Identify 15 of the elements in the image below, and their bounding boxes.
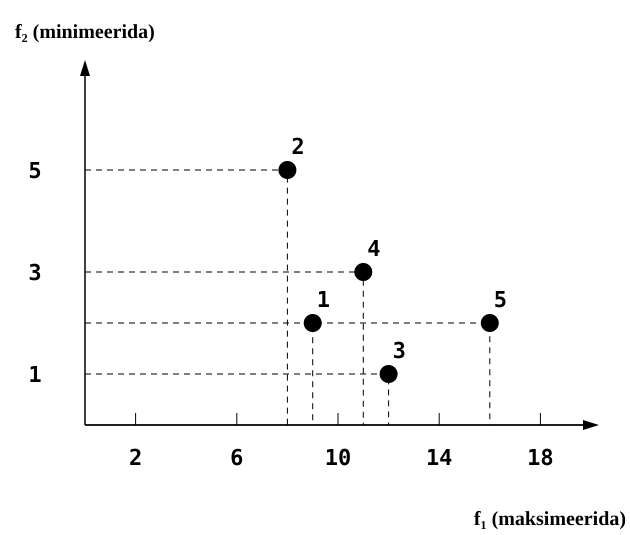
y-tick-label: 5 [28, 159, 42, 184]
x-tick-label: 10 [324, 446, 352, 471]
annotation: 1 [316, 288, 330, 313]
annotation: 2 [291, 135, 305, 160]
annotation: 4 [367, 237, 381, 262]
y-tick-label: 1 [28, 363, 42, 388]
y-axis-title: f₂ (minimeerida) [15, 21, 155, 43]
annotation: 5 [494, 288, 508, 313]
x-axis-title: f₁ (maksimeerida) [474, 508, 626, 530]
x-tick-label: 6 [230, 446, 244, 471]
x-tick-label: 14 [426, 446, 452, 471]
x-tick-label: 2 [128, 446, 142, 471]
y-tick-label: 3 [28, 261, 42, 286]
annotation: 3 [392, 339, 406, 364]
x-tick-label: 18 [527, 446, 554, 471]
